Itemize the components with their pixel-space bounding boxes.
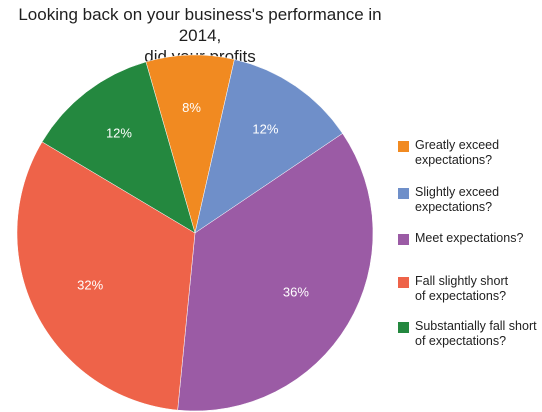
legend-label-line: Fall slightly short xyxy=(415,274,509,288)
legend-label-line: of expectations? xyxy=(415,289,507,303)
legend-label: Greatly exceed expectations? xyxy=(415,138,542,168)
legend-swatch xyxy=(398,277,409,288)
slice-value-label-substantially-fall-short: 12% xyxy=(106,126,132,141)
legend-label-line: of expectations? xyxy=(415,334,507,348)
pie-slice-fall-slightly-short xyxy=(16,141,196,411)
pie-slice-substantially-fall-short xyxy=(41,61,196,234)
chart-title-line-1: Looking back on your business's performa… xyxy=(18,5,382,45)
slice-value-label-greatly-exceed: 8% xyxy=(182,100,201,115)
legend-swatch xyxy=(398,322,409,333)
slice-value-label-meet: 36% xyxy=(283,285,309,300)
legend-label-line: Slightly exceed xyxy=(415,185,500,199)
legend-label: Substantially fall short of expectations… xyxy=(415,319,542,349)
legend-swatch xyxy=(398,188,409,199)
slice-value-label-slightly-exceed: 12% xyxy=(252,122,278,137)
pie-slice-slightly-exceed xyxy=(194,59,343,234)
legend-label: Meet expectations? xyxy=(415,231,542,246)
legend-swatch xyxy=(398,234,409,245)
legend-label: Fall slightly short of expectations? xyxy=(415,274,542,304)
pie-slice-meet xyxy=(177,133,374,412)
legend-label-line: Greatly exceed xyxy=(415,138,500,152)
legend-label: Slightly exceed expectations? xyxy=(415,185,542,215)
legend-label-line: expectations? xyxy=(415,153,493,167)
slice-value-label-fall-slightly-short: 32% xyxy=(77,277,103,292)
legend-label-line: Substantially fall short xyxy=(415,319,537,333)
legend-label-line: Meet expectations? xyxy=(415,231,524,245)
legend-label-line: expectations? xyxy=(415,200,493,214)
legend-swatch xyxy=(398,141,409,152)
pie-slice-greatly-exceed xyxy=(145,54,235,234)
